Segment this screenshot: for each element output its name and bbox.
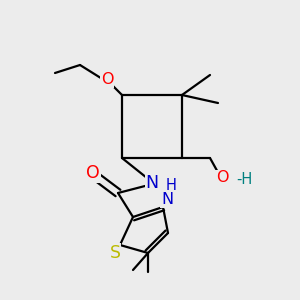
Text: N: N	[146, 174, 159, 192]
Text: O: O	[216, 170, 228, 185]
Text: H: H	[166, 178, 177, 193]
Text: S: S	[110, 244, 121, 262]
Text: -H: -H	[236, 172, 252, 188]
Text: N: N	[161, 193, 173, 208]
Text: O: O	[101, 73, 113, 88]
Text: O: O	[86, 164, 100, 182]
